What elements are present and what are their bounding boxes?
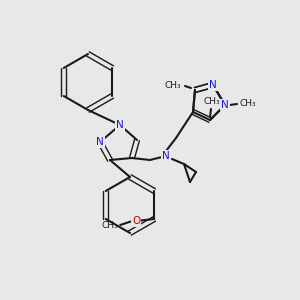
Text: O: O (132, 216, 140, 226)
Text: CH₃: CH₃ (164, 80, 181, 89)
Text: N: N (116, 120, 124, 130)
Text: CH₃: CH₃ (204, 97, 220, 106)
Text: CH₃: CH₃ (102, 220, 118, 230)
Text: CH₃: CH₃ (239, 98, 256, 107)
Text: N: N (209, 80, 217, 90)
Text: N: N (96, 137, 104, 147)
Text: N: N (162, 151, 170, 161)
Text: N: N (221, 100, 229, 110)
